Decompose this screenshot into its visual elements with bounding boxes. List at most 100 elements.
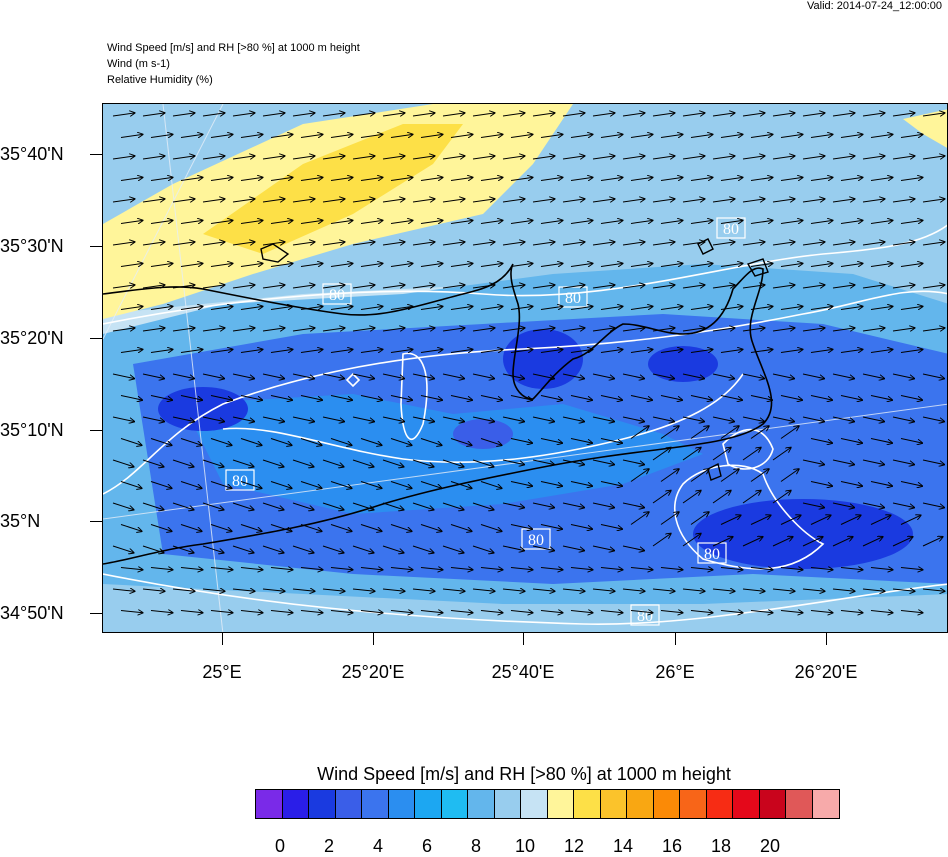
wind-arrow — [652, 416, 675, 422]
wind-arrow — [592, 285, 615, 288]
wind-arrow — [810, 349, 833, 352]
wind-arrow — [510, 611, 533, 613]
wind-arrow — [780, 395, 803, 401]
wind-arrow — [232, 328, 255, 331]
wind-arrow — [772, 199, 795, 202]
field-core-1 — [158, 387, 248, 431]
wind-arrow — [300, 524, 322, 532]
wind-arrow — [690, 426, 709, 439]
wind-arrow — [270, 524, 292, 532]
wind-arrow — [540, 611, 563, 613]
wind-arrow — [750, 134, 773, 137]
lon-label-25-20: 25°20'E — [341, 662, 405, 682]
wind-arrow — [480, 306, 503, 309]
wind-arrow — [442, 113, 465, 116]
wind-arrow — [142, 199, 165, 202]
wind-arrow — [352, 156, 375, 159]
colorbar-swatch — [574, 790, 601, 818]
wind-arrow — [720, 134, 743, 137]
wind-arrow — [540, 306, 563, 309]
wind-arrow — [832, 156, 855, 159]
wind-arrow — [382, 285, 405, 288]
wind-arrow — [562, 328, 585, 331]
wind-arrow — [540, 134, 563, 137]
wind-arrow — [652, 242, 675, 245]
wind-arrow — [540, 568, 563, 570]
wind-arrow — [712, 242, 735, 245]
wind-arrow — [322, 416, 345, 422]
wind-arrow — [150, 306, 173, 309]
wind-arrow — [840, 515, 861, 525]
wind-arrow — [862, 416, 885, 422]
wind-arrow — [540, 220, 563, 223]
wind-arrow — [600, 177, 623, 180]
wind-arrow — [682, 373, 705, 379]
wind-arrow — [472, 199, 495, 202]
wind-arrow — [210, 263, 233, 266]
wind-arrow — [330, 395, 353, 401]
wind-arrow — [870, 263, 893, 266]
wind-arrow — [562, 416, 585, 422]
wind-arrow — [232, 589, 255, 591]
wind-arrow — [240, 395, 263, 401]
wind-arrow — [292, 416, 315, 422]
wind-arrow — [870, 515, 891, 525]
wind-arrow — [150, 568, 173, 570]
wind-arrow — [780, 220, 803, 223]
wind-arrow — [682, 416, 705, 422]
wind-arrow — [742, 328, 765, 331]
wind-arrow — [352, 199, 375, 202]
wind-arrow — [300, 568, 323, 570]
wind-arrow — [112, 416, 135, 422]
wind-arrow — [802, 416, 825, 422]
wind-arrow — [300, 177, 323, 180]
wind-arrow — [622, 373, 645, 379]
wind-arrow — [532, 113, 555, 116]
wind-arrow — [180, 306, 203, 309]
wind-arrow — [450, 177, 473, 180]
lon-label-26-20: 26°20'E — [794, 662, 858, 682]
wind-arrow — [682, 328, 705, 331]
wind-arrow — [570, 568, 593, 570]
wind-arrow — [720, 568, 743, 570]
wind-arrow — [720, 349, 743, 352]
wind-arrow — [660, 469, 679, 482]
lon-label-25: 25°E — [202, 662, 242, 682]
wind-arrow — [180, 481, 202, 489]
wind-arrow — [112, 199, 135, 202]
wind-arrow — [450, 306, 473, 309]
wind-arrow — [840, 438, 863, 444]
wind-arrow — [892, 242, 915, 245]
wind-arrow — [330, 220, 353, 223]
field-zone-bottom — [103, 584, 947, 632]
wind-arrow — [270, 134, 293, 137]
lat-tick — [90, 246, 102, 247]
wind-vectors — [112, 113, 945, 613]
wind-arrow — [472, 373, 495, 379]
wind-arrow — [570, 134, 593, 137]
wind-arrow — [922, 589, 945, 591]
wind-arrow — [630, 220, 653, 223]
wind-arrow — [180, 611, 203, 613]
colorbar-label: 0 — [274, 836, 286, 856]
wind-arrow — [532, 199, 555, 202]
wind-arrow — [382, 545, 404, 553]
wind-arrow — [750, 426, 769, 439]
wind-arrow — [720, 426, 739, 439]
wind-arrow — [330, 306, 353, 309]
wind-arrow — [202, 328, 225, 331]
wind-arrow — [472, 113, 495, 116]
wind-arrow — [682, 199, 705, 202]
wind-arrow — [322, 199, 345, 202]
wind-arrow — [142, 328, 165, 331]
wind-arrow — [120, 263, 143, 266]
wind-arrow — [742, 416, 765, 422]
wind-arrow — [690, 611, 713, 613]
wind-arrow — [780, 177, 803, 180]
lat-tick — [90, 154, 102, 155]
wind-arrow — [180, 524, 202, 532]
wind-arrow — [772, 589, 795, 591]
wind-arrow — [712, 447, 731, 461]
wind-arrow — [330, 349, 353, 352]
wind-arrow — [750, 515, 771, 525]
